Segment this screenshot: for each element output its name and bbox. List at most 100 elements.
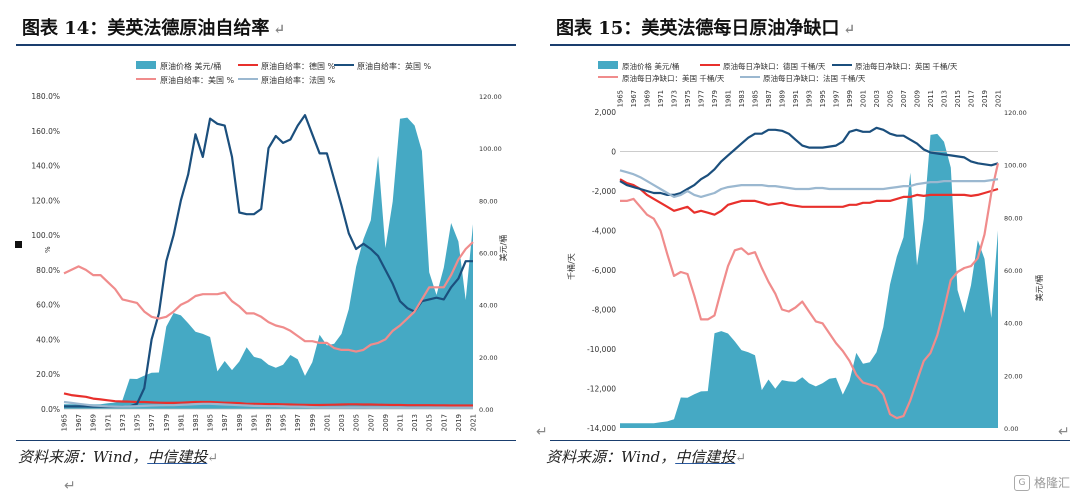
series-area-price (620, 133, 998, 428)
y-left-tick-label: 80.0% (36, 266, 60, 275)
x-tick-label: 2013 (941, 90, 949, 107)
y-left-tick-label: -12,000 (587, 385, 616, 394)
x-tick-label: 2003 (873, 90, 881, 107)
x-tick-label: 1969 (644, 90, 652, 107)
x-tick-label: 1989 (779, 90, 787, 107)
y-left-tick-label: 160.0% (31, 127, 60, 136)
x-tick-label: 1971 (657, 90, 665, 107)
source-org-link[interactable]: 中信建投 (675, 448, 736, 466)
x-tick-label: 1977 (698, 90, 706, 107)
x-tick-label: 2017 (440, 414, 448, 431)
chart-14-source: 资料来源：Wind，中信建投↵ (18, 448, 219, 466)
y-left-tick-label: -4,000 (592, 227, 616, 236)
y-right-tick-label: 40.00 (1004, 320, 1023, 328)
y-right-tick-label: 0.00 (1004, 425, 1018, 433)
y-right-tick-label: 100.00 (479, 145, 502, 153)
x-tick-label: 1991 (250, 414, 258, 431)
y-left-tick-label: 180.0% (31, 92, 60, 101)
y-right-axis-label: 美元/桶 (1034, 275, 1044, 302)
paragraph-return-mark: ↵ (1058, 424, 1070, 440)
x-tick-label: 2021 (995, 90, 1003, 107)
x-tick-label: 1981 (725, 90, 733, 107)
x-tick-label: 1979 (711, 90, 719, 107)
y-right-tick-label: 80.00 (1004, 214, 1023, 222)
y-left-axis-label: % (44, 246, 52, 253)
series-area-price (64, 117, 473, 409)
x-tick-label: 1991 (792, 90, 800, 107)
y-left-tick-label: -10,000 (587, 345, 616, 354)
y-right-axis-label: 美元/桶 (498, 235, 508, 262)
y-left-tick-label: 20.0% (36, 370, 60, 379)
series-line-us (620, 163, 1000, 420)
series-line-us (63, 241, 474, 353)
series-line-fr (619, 169, 999, 198)
x-tick-label: 1995 (280, 414, 288, 431)
x-tick-label: 1967 (75, 414, 83, 431)
y-left-tick-label: 0.0% (41, 405, 60, 414)
chart-15-bottom-divider (550, 440, 1070, 441)
y-left-tick-label: 40.0% (36, 335, 60, 344)
x-tick-label: 2001 (860, 90, 868, 107)
x-tick-label: 1975 (134, 414, 142, 431)
source-org-link[interactable]: 中信建投 (147, 448, 208, 466)
watermark: G 格隆汇 (1013, 474, 1070, 491)
legend-label-us: 原油每日净缺口：美国 千桶/天 (622, 73, 725, 83)
x-tick-label: 1965 (617, 90, 625, 107)
x-tick-label: 2005 (887, 90, 895, 107)
x-tick-label: 1975 (684, 90, 692, 107)
legend-label-fr: 原油每日净缺口：法国 千桶/天 (763, 73, 866, 83)
y-left-tick-label: -2,000 (592, 187, 616, 196)
legend-label-fr: 原油自给率：法国 % (261, 75, 336, 85)
x-tick-label: 2009 (382, 414, 390, 431)
y-right-tick-label: 120.00 (479, 93, 502, 101)
x-tick-label: 2021 (470, 414, 478, 431)
x-tick-label: 1977 (148, 414, 156, 431)
x-tick-label: 2007 (367, 414, 375, 431)
chart-15-title: 图表 15：美英法德每日原油净缺口 ↵ (556, 18, 856, 39)
series-line-de (619, 178, 999, 216)
x-tick-label: 2011 (927, 90, 935, 107)
y-right-tick-label: 20.00 (1004, 372, 1023, 380)
legend-swatch-price (136, 61, 156, 69)
x-tick-label: 1993 (806, 90, 814, 107)
chart-14: 原油价格 美元/桶 原油自给率：德国 % 原油自给率：英国 % 原油自给率：美国… (31, 61, 508, 431)
legend-label-uk: 原油自给率：英国 % (357, 61, 432, 71)
paragraph-return-mark: ↵ (64, 478, 76, 494)
y-right-tick-label: 20.00 (479, 354, 498, 362)
y-right-tick-label: 40.00 (479, 302, 498, 310)
chart-15-source: 资料来源：Wind，中信建投↵ (546, 448, 747, 466)
chart-14-bottom-divider (16, 440, 516, 441)
y-left-tick-label: -6,000 (592, 266, 616, 275)
x-tick-label: 1979 (163, 414, 171, 431)
x-tick-label: 1987 (221, 414, 229, 431)
watermark-logo-icon: G (1013, 474, 1030, 491)
x-tick-label: 2013 (411, 414, 419, 431)
x-tick-label: 1983 (192, 414, 200, 431)
chart-14-legend: 原油价格 美元/桶 原油自给率：德国 % 原油自给率：英国 % 原油自给率：美国… (136, 61, 432, 85)
x-tick-label: 1985 (207, 414, 215, 431)
paragraph-return-mark: ↵ (536, 424, 548, 440)
x-tick-label: 1969 (90, 414, 98, 431)
x-tick-label: 1985 (752, 90, 760, 107)
x-tick-label: 1987 (765, 90, 773, 107)
x-tick-label: 2005 (353, 414, 361, 431)
x-tick-label: 1999 (846, 90, 854, 107)
y-left-tick-label: 0 (611, 148, 616, 157)
chart-15-legend: 原油价格 美元/桶 原油每日净缺口：德国 千桶/天 原油每日净缺口：英国 千桶/… (598, 61, 958, 83)
y-left-tick-label: 2,000 (595, 108, 617, 117)
y-left-tick-label: -14,000 (587, 424, 616, 433)
y-right-tick-label: 0.00 (479, 406, 493, 414)
x-tick-label: 1997 (833, 90, 841, 107)
x-tick-label: 2019 (455, 414, 463, 431)
x-tick-label: 2001 (323, 414, 331, 431)
x-tick-label: 1989 (236, 414, 244, 431)
x-tick-label: 1971 (104, 414, 112, 431)
legend-label-price: 原油价格 美元/桶 (622, 61, 679, 71)
x-tick-label: 2015 (426, 414, 434, 431)
legend-label-uk: 原油每日净缺口：英国 千桶/天 (855, 61, 958, 71)
legend-label-de: 原油每日净缺口：德国 千桶/天 (723, 61, 826, 71)
y-right-tick-label: 120.00 (1004, 109, 1027, 117)
x-tick-label: 1967 (630, 90, 638, 107)
x-tick-label: 2007 (900, 90, 908, 107)
y-right-tick-label: 80.00 (479, 197, 498, 205)
